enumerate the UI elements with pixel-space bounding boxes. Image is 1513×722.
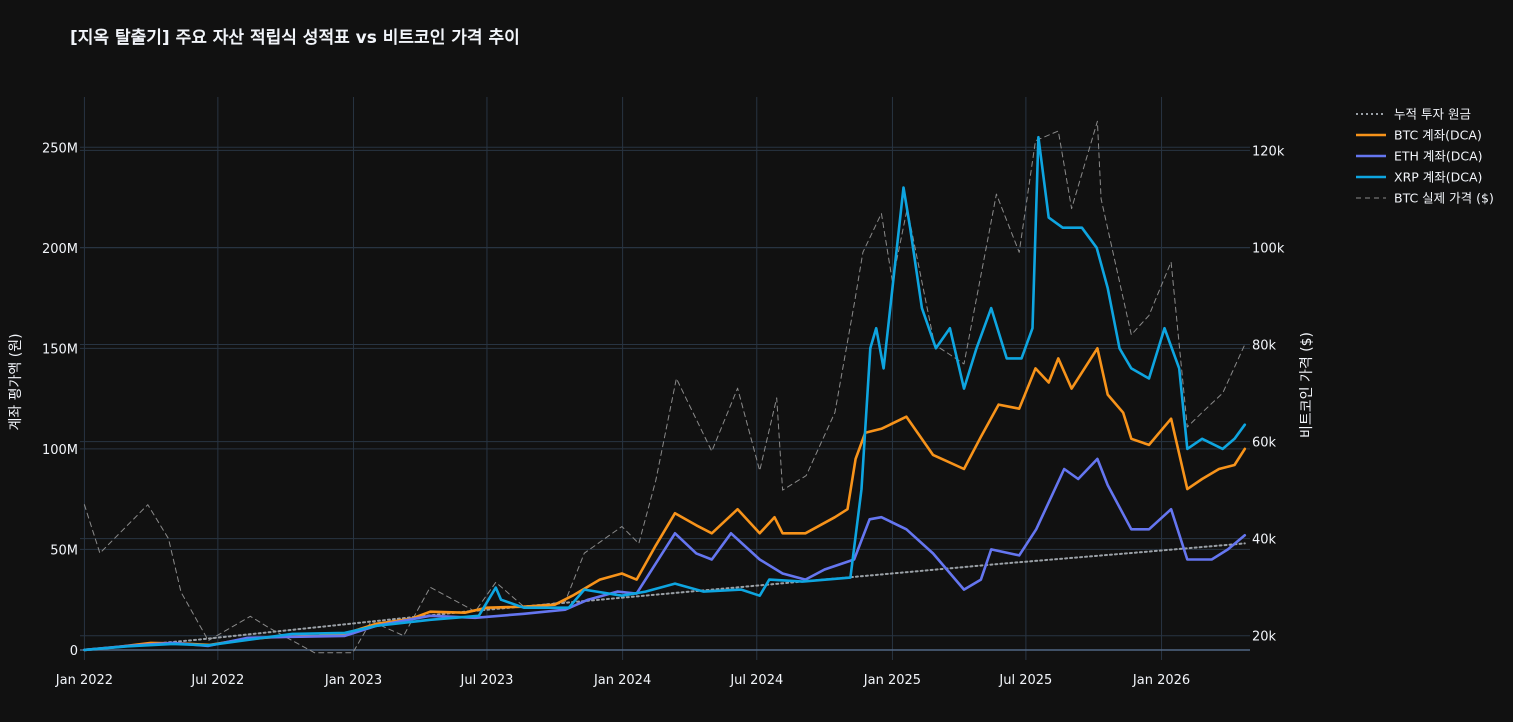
series-lines bbox=[83, 120, 1247, 654]
legend-label: XRP 계좌(DCA) bbox=[1394, 170, 1482, 185]
y-right-tick-label: 80k bbox=[1252, 339, 1277, 354]
x-tick-label: Jul 2025 bbox=[998, 673, 1052, 688]
y-left-tick-label: 200M bbox=[42, 242, 78, 257]
y-left-tick-label: 50M bbox=[50, 543, 78, 558]
legend-item-4[interactable]: BTC 실제 가격 ($) bbox=[1356, 191, 1494, 206]
legend-label: ETH 계좌(DCA) bbox=[1394, 149, 1483, 164]
y-right-tick-label: 20k bbox=[1252, 630, 1277, 645]
y-left-tick-label: 0 bbox=[70, 644, 78, 659]
legend-item-1[interactable]: BTC 계좌(DCA) bbox=[1356, 128, 1482, 143]
legend-item-2[interactable]: ETH 계좌(DCA) bbox=[1356, 149, 1483, 164]
y-right-tick-label: 100k bbox=[1252, 241, 1285, 256]
legend-label: BTC 계좌(DCA) bbox=[1394, 128, 1482, 143]
series-line-1 bbox=[83, 347, 1247, 652]
y-right-tick-label: 120k bbox=[1252, 144, 1285, 159]
x-tick-label: Jan 2025 bbox=[863, 673, 921, 688]
chart-title: [지옥 탈출기] 주요 자산 적립식 성적표 vs 비트코인 가격 추이 bbox=[70, 27, 520, 48]
y-left-tick-label: 100M bbox=[42, 443, 78, 458]
x-tick-label: Jul 2024 bbox=[729, 673, 783, 688]
x-tick-label: Jan 2023 bbox=[324, 673, 382, 688]
legend[interactable]: 누적 투자 원금 BTC 계좌(DCA) ETH 계좌(DCA) XRP 계좌(DCA… bbox=[1356, 107, 1494, 206]
series-line-3 bbox=[83, 135, 1247, 652]
legend-item-0[interactable]: 누적 투자 원금 bbox=[1356, 107, 1471, 122]
series-line-4 bbox=[83, 120, 1246, 654]
y-left-axis-title: 계좌 평가액 (원) bbox=[8, 333, 24, 430]
x-tick-label: Jul 2023 bbox=[460, 673, 514, 688]
y-right-tick-label: 40k bbox=[1252, 533, 1277, 548]
legend-label: 누적 투자 원금 bbox=[1394, 107, 1471, 122]
legend-item-3[interactable]: XRP 계좌(DCA) bbox=[1356, 170, 1482, 185]
y-right-tick-label: 60k bbox=[1252, 436, 1277, 451]
x-tick-label: Jul 2022 bbox=[190, 673, 244, 688]
x-tick-label: Jan 2022 bbox=[55, 673, 113, 688]
y-left-tick-label: 250M bbox=[42, 141, 78, 156]
axis-ticks: Jan 2022 Jul 2022 Jan 2023 Jul 2023 Jan 2024… bbox=[42, 141, 1285, 688]
x-tick-label: Jan 2026 bbox=[1132, 673, 1190, 688]
x-tick-label: Jan 2024 bbox=[593, 673, 651, 688]
series-line-0 bbox=[83, 542, 1246, 651]
y-right-axis-title: 비트코인 가격 ($) bbox=[1299, 332, 1315, 438]
legend-label: BTC 실제 가격 ($) bbox=[1394, 191, 1494, 206]
y-left-tick-label: 150M bbox=[42, 342, 78, 357]
